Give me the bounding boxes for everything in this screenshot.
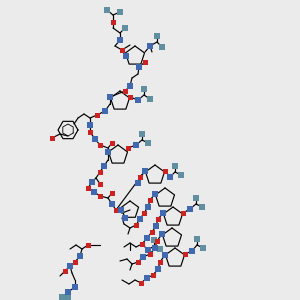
FancyBboxPatch shape — [102, 108, 108, 114]
FancyBboxPatch shape — [128, 94, 133, 100]
FancyBboxPatch shape — [199, 204, 205, 210]
FancyBboxPatch shape — [85, 185, 91, 190]
FancyBboxPatch shape — [88, 130, 92, 134]
FancyBboxPatch shape — [72, 284, 78, 290]
FancyBboxPatch shape — [141, 86, 147, 92]
FancyBboxPatch shape — [159, 231, 165, 237]
FancyBboxPatch shape — [136, 260, 140, 265]
FancyBboxPatch shape — [193, 195, 199, 201]
FancyBboxPatch shape — [147, 43, 153, 49]
FancyBboxPatch shape — [152, 191, 158, 197]
FancyBboxPatch shape — [98, 194, 103, 199]
FancyBboxPatch shape — [172, 163, 178, 169]
FancyBboxPatch shape — [144, 275, 150, 281]
FancyBboxPatch shape — [87, 122, 93, 128]
FancyBboxPatch shape — [139, 280, 143, 286]
FancyBboxPatch shape — [110, 190, 115, 196]
FancyBboxPatch shape — [145, 204, 151, 210]
FancyBboxPatch shape — [89, 179, 95, 185]
FancyBboxPatch shape — [94, 112, 100, 118]
FancyBboxPatch shape — [105, 149, 111, 155]
FancyBboxPatch shape — [107, 94, 113, 100]
FancyBboxPatch shape — [155, 217, 160, 221]
FancyBboxPatch shape — [147, 96, 153, 102]
FancyBboxPatch shape — [65, 289, 71, 295]
FancyBboxPatch shape — [155, 266, 161, 272]
FancyBboxPatch shape — [62, 268, 68, 274]
FancyBboxPatch shape — [59, 294, 65, 300]
FancyBboxPatch shape — [136, 64, 142, 70]
FancyBboxPatch shape — [162, 252, 168, 258]
FancyBboxPatch shape — [101, 163, 107, 169]
FancyBboxPatch shape — [118, 207, 124, 213]
FancyBboxPatch shape — [139, 131, 145, 137]
FancyBboxPatch shape — [122, 88, 128, 94]
FancyBboxPatch shape — [151, 237, 157, 243]
FancyBboxPatch shape — [119, 47, 124, 52]
FancyBboxPatch shape — [142, 211, 146, 215]
FancyBboxPatch shape — [145, 247, 151, 253]
FancyBboxPatch shape — [67, 263, 73, 269]
FancyBboxPatch shape — [104, 7, 110, 13]
FancyBboxPatch shape — [137, 175, 142, 179]
FancyBboxPatch shape — [123, 53, 129, 59]
FancyBboxPatch shape — [178, 172, 184, 178]
FancyBboxPatch shape — [65, 295, 71, 300]
FancyBboxPatch shape — [157, 246, 163, 252]
FancyBboxPatch shape — [135, 97, 141, 103]
FancyBboxPatch shape — [98, 182, 103, 187]
FancyBboxPatch shape — [194, 236, 200, 242]
FancyBboxPatch shape — [110, 140, 115, 146]
FancyBboxPatch shape — [109, 201, 115, 207]
FancyBboxPatch shape — [73, 260, 77, 265]
FancyBboxPatch shape — [77, 253, 83, 259]
FancyBboxPatch shape — [200, 245, 206, 251]
FancyBboxPatch shape — [113, 208, 119, 212]
FancyBboxPatch shape — [159, 44, 165, 50]
FancyBboxPatch shape — [98, 169, 103, 175]
FancyBboxPatch shape — [125, 146, 130, 151]
FancyBboxPatch shape — [140, 254, 146, 260]
FancyBboxPatch shape — [154, 33, 160, 39]
FancyBboxPatch shape — [148, 197, 152, 202]
FancyBboxPatch shape — [149, 230, 154, 235]
FancyBboxPatch shape — [142, 59, 148, 64]
FancyBboxPatch shape — [163, 169, 167, 173]
FancyBboxPatch shape — [110, 20, 116, 25]
FancyBboxPatch shape — [137, 216, 143, 222]
FancyBboxPatch shape — [135, 180, 141, 186]
FancyBboxPatch shape — [140, 242, 145, 247]
FancyBboxPatch shape — [122, 215, 128, 221]
FancyBboxPatch shape — [187, 206, 193, 212]
FancyBboxPatch shape — [133, 142, 139, 148]
FancyBboxPatch shape — [85, 242, 91, 247]
FancyBboxPatch shape — [98, 142, 103, 148]
FancyBboxPatch shape — [153, 223, 159, 229]
FancyBboxPatch shape — [152, 245, 158, 251]
FancyBboxPatch shape — [50, 136, 55, 140]
FancyBboxPatch shape — [189, 248, 195, 254]
FancyBboxPatch shape — [160, 210, 166, 216]
FancyBboxPatch shape — [158, 260, 163, 265]
FancyBboxPatch shape — [117, 37, 123, 43]
FancyBboxPatch shape — [154, 238, 160, 244]
FancyBboxPatch shape — [142, 168, 148, 174]
FancyBboxPatch shape — [91, 189, 97, 195]
FancyBboxPatch shape — [181, 211, 185, 215]
FancyBboxPatch shape — [92, 136, 98, 142]
FancyBboxPatch shape — [117, 9, 123, 15]
FancyBboxPatch shape — [167, 174, 173, 180]
FancyBboxPatch shape — [148, 251, 152, 256]
FancyBboxPatch shape — [127, 83, 133, 89]
FancyBboxPatch shape — [151, 272, 155, 278]
FancyBboxPatch shape — [144, 235, 150, 241]
FancyBboxPatch shape — [134, 223, 139, 227]
FancyBboxPatch shape — [182, 251, 188, 256]
FancyBboxPatch shape — [122, 25, 128, 31]
FancyBboxPatch shape — [145, 140, 151, 146]
